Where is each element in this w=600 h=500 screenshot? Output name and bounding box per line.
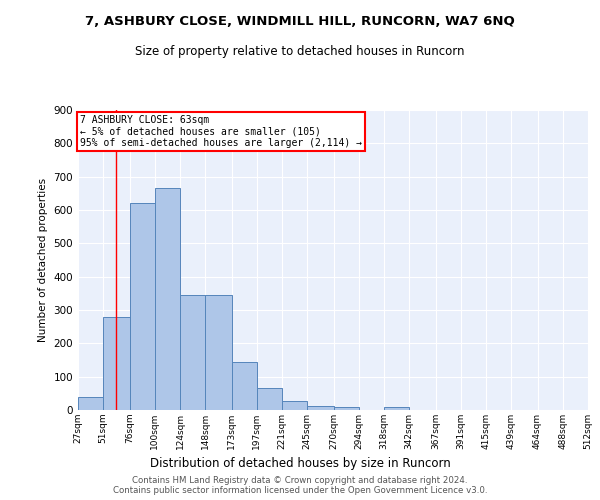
Bar xyxy=(307,406,334,410)
Bar xyxy=(232,362,257,410)
Bar xyxy=(103,316,130,410)
Text: 7, ASHBURY CLOSE, WINDMILL HILL, RUNCORN, WA7 6NQ: 7, ASHBURY CLOSE, WINDMILL HILL, RUNCORN… xyxy=(85,15,515,28)
Bar xyxy=(282,400,307,410)
Bar xyxy=(155,188,180,410)
Bar xyxy=(180,295,205,410)
Bar xyxy=(78,396,103,410)
Bar xyxy=(257,388,282,410)
Text: 7 ASHBURY CLOSE: 63sqm
← 5% of detached houses are smaller (105)
95% of semi-det: 7 ASHBURY CLOSE: 63sqm ← 5% of detached … xyxy=(80,115,362,148)
Bar xyxy=(334,406,359,410)
Bar xyxy=(130,204,155,410)
Text: Contains HM Land Registry data © Crown copyright and database right 2024.
Contai: Contains HM Land Registry data © Crown c… xyxy=(113,476,487,495)
Bar xyxy=(384,408,409,410)
Text: Distribution of detached houses by size in Runcorn: Distribution of detached houses by size … xyxy=(149,458,451,470)
Text: Size of property relative to detached houses in Runcorn: Size of property relative to detached ho… xyxy=(135,45,465,58)
Y-axis label: Number of detached properties: Number of detached properties xyxy=(38,178,48,342)
Bar xyxy=(205,295,232,410)
